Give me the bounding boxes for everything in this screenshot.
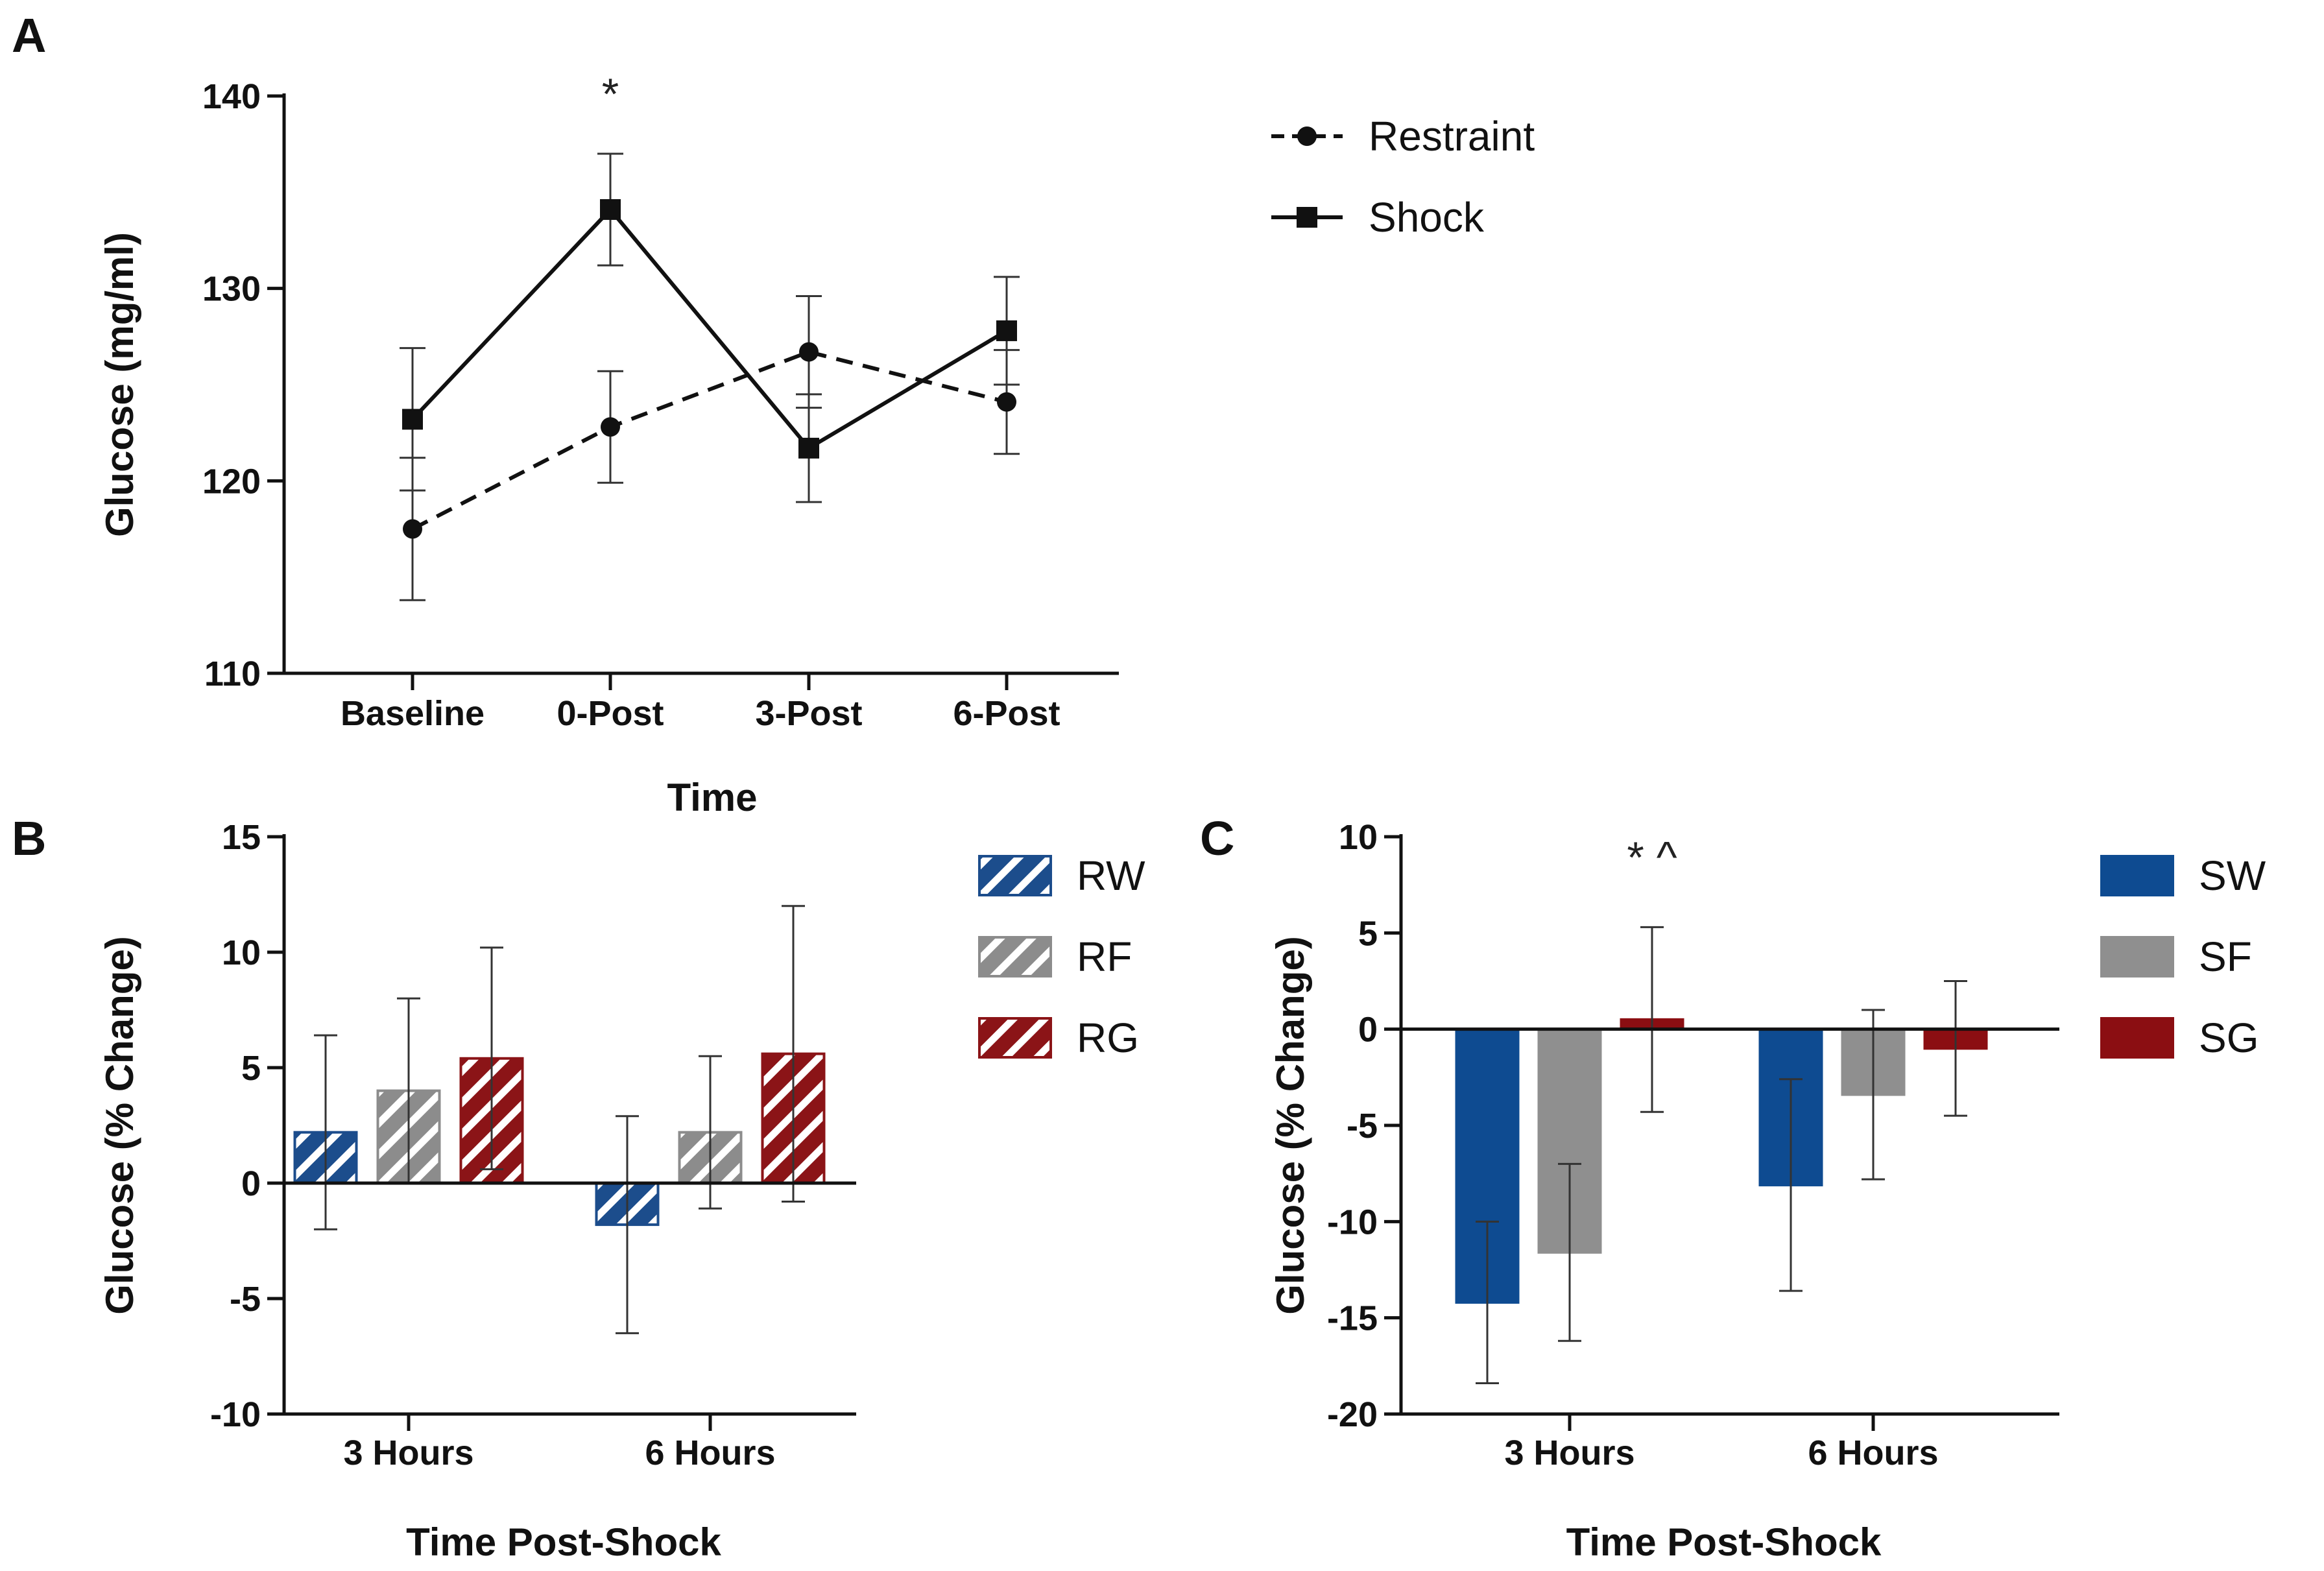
y-tick-label: 5 [241,1049,261,1088]
legend-swatch-rf [978,936,1052,977]
x-tick-label-0-post: 0-Post [557,694,664,733]
panel-b-bar-chart: -10 -5 0 5 10 15 Glucose (% Change) 3 Hours 6 Ho… [98,818,1145,1564]
y-tick-label: -5 [1347,1107,1378,1145]
legend-swatch-sw [2100,855,2174,896]
panel-c-bar-chart: -20 -15 -10 -5 0 5 10 Glucose (% Change) 3 Hours… [1269,818,2266,1564]
y-tick-label: 10 [1339,818,1378,857]
y-tick-label: 140 [202,77,261,116]
y-tick-label: 120 [202,462,261,501]
panel-label-b: B [12,811,46,865]
x-axis-title: Time Post-Shock [406,1520,721,1564]
x-tick-label-6-post: 6-Post [953,694,1060,733]
bar-sf-3-hours [1537,1027,1602,1254]
y-tick-label: -15 [1327,1299,1378,1338]
legend-label-restraint: Restraint [1369,113,1535,160]
y-tick-label: -20 [1327,1395,1378,1434]
data-point-restraint [601,417,620,437]
data-point-shock [996,320,1017,341]
significance-annotation: * [602,69,619,119]
y-axis-title: Glucose (mg/ml) [98,232,141,537]
legend-label-rg: RG [1077,1014,1139,1061]
legend-label-rw: RW [1077,852,1145,899]
x-tick-label-6-hours: 6 Hours [1808,1433,1938,1472]
panel-a-line-chart: 110 120 130 140 Glucose (mg/ml) Baseline 0-Pos… [98,69,1535,819]
data-point-restraint [403,519,422,539]
legend-swatch-rg [978,1017,1052,1059]
y-axis-title: Glucose (% Change) [98,936,141,1314]
legend-label-sw: SW [2199,852,2266,899]
y-tick-label: 0 [1358,1011,1378,1049]
panel-label-c: C [1200,811,1234,865]
x-axis-title: Time Post-Shock [1566,1520,1882,1564]
data-point-restraint [997,392,1016,412]
x-tick-label-baseline: Baseline [341,694,485,733]
panel-label-a: A [12,8,46,62]
legend-swatch-rw [978,855,1052,896]
y-tick-label: 15 [222,818,261,857]
x-axis-title: Time [667,776,758,819]
x-tick-label-6-hours: 6 Hours [645,1433,775,1472]
data-point-shock [600,199,621,221]
x-tick-label-3-hours: 3 Hours [343,1433,473,1472]
legend-label-shock: Shock [1369,194,1485,241]
y-tick-label: -10 [210,1395,261,1434]
series-line-restraint [411,350,1007,531]
legend-label-rf: RF [1077,933,1132,980]
y-tick-label: -5 [230,1280,261,1319]
legend-swatch-sf [2100,936,2174,977]
legend-marker-restraint [1297,126,1317,146]
data-point-restraint [799,342,819,362]
y-tick-label: 0 [241,1164,261,1203]
legend-swatch-sg [2100,1017,2174,1059]
y-tick-label: 110 [204,654,261,693]
series-line-shock [411,206,1008,451]
legend-marker-shock [1297,207,1317,228]
y-tick-label: 10 [222,933,261,972]
data-point-shock [402,409,423,430]
y-axis-title: Glucose (% Change) [1269,936,1312,1314]
x-tick-label-3-hours: 3 Hours [1504,1433,1635,1472]
legend-label-sg: SG [2199,1014,2258,1061]
x-tick-label-3-post: 3-Post [755,694,862,733]
data-point-shock [798,437,819,459]
y-tick-label: -10 [1327,1203,1378,1241]
legend-label-sf: SF [2199,933,2252,980]
y-tick-label: 130 [202,270,261,309]
y-tick-label: 5 [1358,914,1378,953]
significance-annotation: * ^ [1627,833,1677,882]
